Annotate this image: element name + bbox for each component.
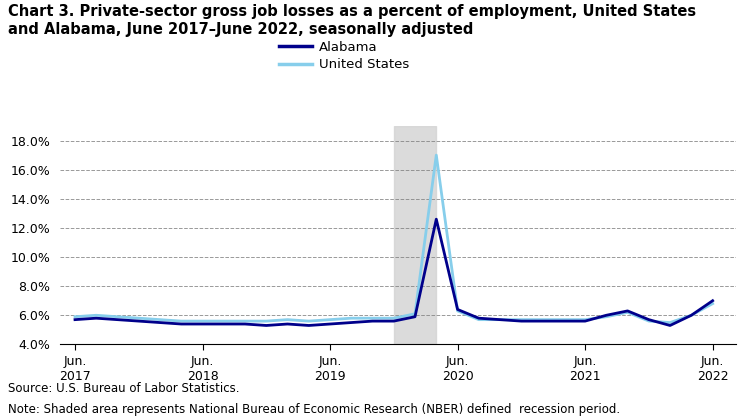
Text: Source: U.S. Bureau of Labor Statistics.: Source: U.S. Bureau of Labor Statistics. — [8, 382, 239, 395]
Text: Note: Shaded area represents National Bureau of Economic Research (NBER) defined: Note: Shaded area represents National Bu… — [8, 403, 620, 416]
Text: Chart 3. Private-sector gross job losses as a percent of employment, United Stat: Chart 3. Private-sector gross job losses… — [8, 4, 695, 37]
Legend: Alabama, United States: Alabama, United States — [279, 41, 409, 71]
Bar — [394, 126, 436, 344]
